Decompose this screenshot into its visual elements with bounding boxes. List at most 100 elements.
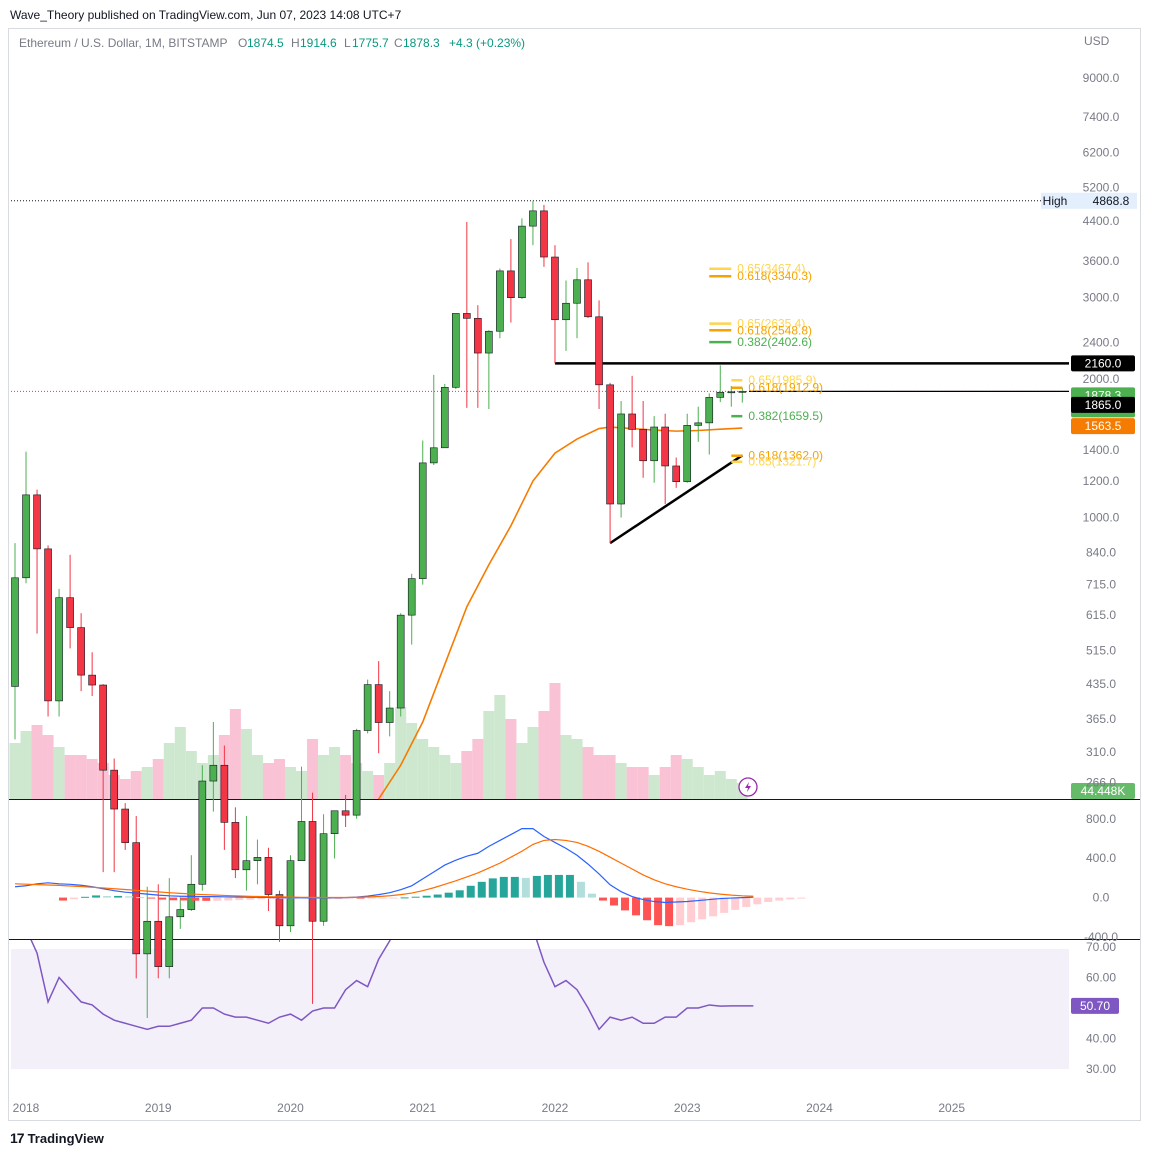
legend-high-label: H <box>291 36 300 50</box>
volume-area <box>86 759 98 799</box>
time-tick-label: 2018 <box>13 1101 40 1115</box>
macd-line <box>14 828 754 904</box>
macd-histogram-bar <box>499 876 508 898</box>
candle-body <box>143 920 152 955</box>
fib-level-label: 0.618(1912.9) <box>748 381 823 395</box>
candle-body <box>529 210 537 227</box>
volume-area <box>483 711 495 799</box>
fib-level-label: 0.618(1362.0) <box>748 449 823 463</box>
candle-body <box>694 422 703 426</box>
footer-brand[interactable]: TradingView <box>27 1130 104 1146</box>
rsi-tick-label: 60.00 <box>1086 971 1116 985</box>
candle-body <box>55 597 63 702</box>
macd-histogram-bar <box>587 893 596 898</box>
volume-area <box>725 779 737 799</box>
candles-layer <box>11 200 747 1019</box>
macd-histogram-bar <box>565 874 574 898</box>
volume-area <box>593 755 605 799</box>
volume-area <box>560 735 572 799</box>
volume-area <box>516 743 528 799</box>
candle-body <box>661 426 669 467</box>
candle-body <box>77 627 85 676</box>
macd-histogram-bar <box>356 897 365 899</box>
macd-histogram-bar <box>455 890 464 898</box>
rsi-value-label: 50.70 <box>1080 999 1110 1013</box>
macd-histogram-bar <box>654 897 663 926</box>
volume-area <box>31 725 43 799</box>
ma-value-label-badge <box>1071 418 1135 435</box>
candle-body <box>11 577 19 687</box>
volume-area <box>461 751 473 799</box>
chart-canvas[interactable]: Ethereum / U.S. Dollar, 1M, BITSTAMP O 1… <box>9 29 1140 1120</box>
macd-histogram-bar <box>224 897 233 901</box>
volume-area <box>615 763 627 799</box>
volume-area <box>637 767 649 799</box>
macd-histogram-bar <box>180 897 189 901</box>
macd-tick-label: 800.0 <box>1086 812 1116 826</box>
candle-body <box>451 313 460 388</box>
volume-area <box>527 727 539 799</box>
volume-area <box>185 751 197 799</box>
macd-histogram-bar <box>378 897 387 899</box>
candle-body <box>407 578 416 616</box>
legend-ohlc: O 1874.5 H 1914.6 L 1775.7 C 1878.3 +4.3… <box>238 36 525 50</box>
macd-histogram-bar <box>521 877 530 898</box>
candle-body <box>716 391 725 398</box>
candle-body <box>650 426 658 462</box>
rsi-line <box>30 940 754 1031</box>
candle-body <box>220 764 229 823</box>
axis-unit-label: USD <box>1084 34 1110 48</box>
tradingview-logo-icon[interactable]: 17 <box>10 1130 25 1146</box>
candle-body <box>584 279 592 318</box>
volume-area <box>692 767 704 799</box>
candle-body <box>672 465 681 483</box>
volume-area <box>42 735 54 799</box>
rsi-tick-label: 40.00 <box>1086 1032 1116 1046</box>
time-tick-label: 2020 <box>277 1101 304 1115</box>
price-tick-label: 3600.0 <box>1083 254 1120 268</box>
macd-histogram-bar <box>136 897 145 899</box>
level-2160-label: 2160.0 <box>1085 356 1122 370</box>
candle-body <box>198 780 207 885</box>
price-tick-label: 266.0 <box>1086 776 1116 790</box>
candle-body <box>463 313 471 319</box>
volume-value-label: 44.448K <box>1081 784 1126 798</box>
high-badge <box>1041 192 1137 209</box>
volume-area <box>163 743 175 799</box>
time-tick-label: 2021 <box>409 1101 436 1115</box>
price-tick-label: 3000.0 <box>1083 291 1120 305</box>
ma-line <box>377 426 743 800</box>
time-tick-label: 2023 <box>674 1101 701 1115</box>
volume-area <box>670 755 682 799</box>
fib-level-label: 0.65(1985.9) <box>748 373 816 387</box>
macd-histogram-bar <box>433 894 442 898</box>
volume-area <box>439 755 451 799</box>
trendline <box>609 454 744 545</box>
volume-area <box>229 709 241 799</box>
macd-histogram-bar <box>125 896 134 898</box>
price-tick-label: 840.0 <box>1086 545 1116 559</box>
volume-area <box>307 739 319 799</box>
candle-body <box>485 330 493 354</box>
candle-body <box>507 270 515 298</box>
legend-high: 1914.6 <box>300 36 337 50</box>
legend-open: 1874.5 <box>247 36 284 50</box>
candle-body <box>330 810 339 834</box>
rsi-value-badge <box>1071 997 1119 1014</box>
candle-body <box>440 387 449 449</box>
candle-body <box>496 270 504 332</box>
fib-level-label: 0.382(1659.5) <box>748 409 823 423</box>
macd-histogram-bar <box>543 874 552 898</box>
ma-value-label: 1563.5 <box>1085 419 1122 433</box>
candle-body <box>374 684 383 723</box>
fib-level-label: 0.65(3467.4) <box>737 262 805 276</box>
lightning-icon[interactable] <box>738 777 758 797</box>
macd-histogram-bar <box>345 897 354 899</box>
macd-histogram-bar <box>92 895 101 898</box>
candle-body <box>683 425 692 483</box>
macd-histogram-bar <box>389 897 398 899</box>
macd-histogram-bar <box>632 897 641 916</box>
volume-area <box>417 739 429 799</box>
drawings-layer <box>11 200 1069 545</box>
candle-body <box>66 597 74 628</box>
